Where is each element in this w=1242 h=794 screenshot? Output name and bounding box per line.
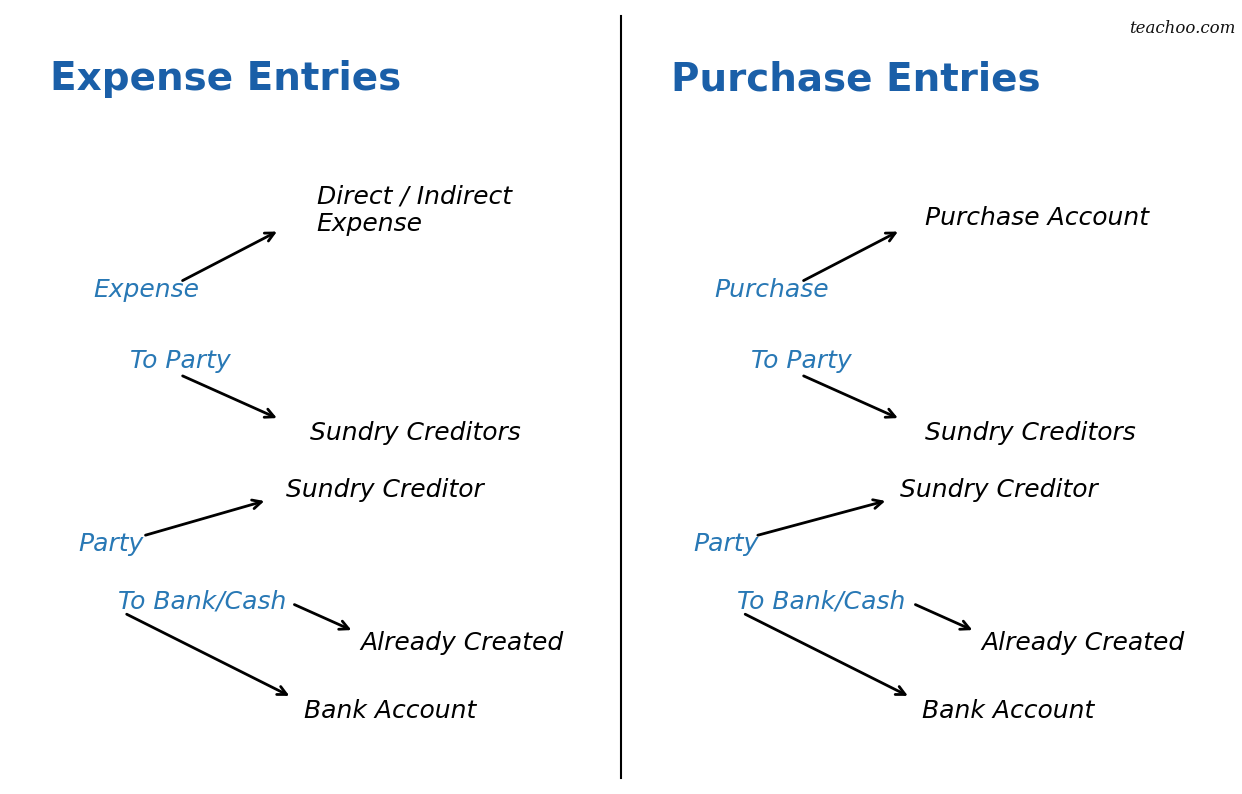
- Text: To Party: To Party: [130, 349, 231, 373]
- Text: Sundry Creditors: Sundry Creditors: [925, 421, 1136, 445]
- Text: Sundry Creditor: Sundry Creditor: [286, 478, 483, 502]
- Text: Bank Account: Bank Account: [304, 699, 477, 723]
- Text: Already Created: Already Created: [981, 631, 1185, 655]
- Text: Purchase Entries: Purchase Entries: [671, 60, 1041, 98]
- Text: To Bank/Cash: To Bank/Cash: [118, 589, 287, 613]
- Text: Already Created: Already Created: [360, 631, 564, 655]
- Text: Purchase Account: Purchase Account: [925, 206, 1149, 230]
- Text: Direct / Indirect
Expense: Direct / Indirect Expense: [317, 184, 512, 237]
- Text: Party: Party: [693, 532, 759, 556]
- Text: Sundry Creditor: Sundry Creditor: [900, 478, 1098, 502]
- Text: Expense Entries: Expense Entries: [50, 60, 401, 98]
- Text: Expense: Expense: [93, 278, 199, 302]
- Text: Bank Account: Bank Account: [922, 699, 1094, 723]
- Text: Sundry Creditors: Sundry Creditors: [310, 421, 522, 445]
- Text: To Bank/Cash: To Bank/Cash: [737, 589, 905, 613]
- Text: teachoo.com: teachoo.com: [1129, 20, 1236, 37]
- Text: To Party: To Party: [751, 349, 852, 373]
- Text: Party: Party: [78, 532, 144, 556]
- Text: Purchase: Purchase: [714, 278, 828, 302]
